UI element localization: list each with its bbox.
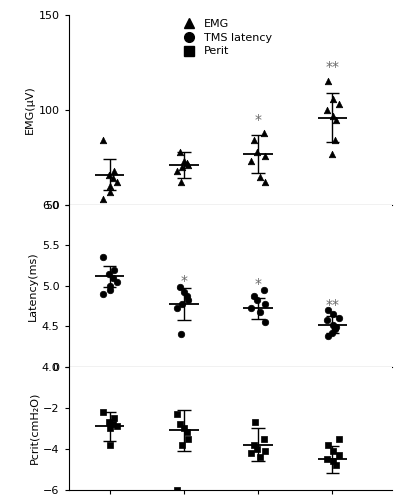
Point (106, 188, 113, 196)
Point (114, 178, 120, 186)
Point (335, 314, 342, 322)
Point (325, 78, 332, 86)
Point (254, 445, 261, 453)
Point (100, 290, 106, 298)
Point (261, 300, 268, 308)
Point (257, 308, 263, 316)
Legend: EMG, TMS latency, Perit: EMG, TMS latency, Perit (178, 18, 272, 57)
Point (329, 328, 335, 336)
Point (254, 148, 261, 156)
Point (252, 418, 258, 426)
Point (335, 100, 342, 108)
Point (185, 434, 191, 442)
Point (257, 453, 263, 461)
Point (174, 486, 181, 494)
Point (107, 282, 114, 290)
Point (330, 310, 337, 318)
Point (330, 457, 336, 465)
Point (181, 424, 187, 432)
Point (107, 424, 114, 432)
Point (174, 167, 181, 175)
Point (100, 196, 106, 203)
Point (250, 136, 257, 144)
Point (109, 274, 116, 281)
Point (325, 306, 332, 314)
Text: **: ** (326, 60, 339, 74)
Y-axis label: Pcrit(cmH₂O): Pcrit(cmH₂O) (29, 392, 39, 464)
Point (254, 296, 261, 304)
Point (333, 462, 339, 469)
Point (324, 106, 330, 114)
Text: *: * (255, 113, 262, 127)
Point (185, 161, 191, 169)
Point (336, 434, 342, 442)
Point (325, 440, 332, 448)
Text: *: * (255, 278, 262, 291)
Point (179, 163, 185, 171)
Text: **: ** (326, 298, 339, 312)
Point (257, 172, 263, 180)
Point (332, 326, 338, 334)
Point (332, 136, 338, 144)
Point (324, 316, 330, 324)
Point (177, 330, 184, 338)
Point (261, 152, 268, 160)
Point (174, 304, 181, 312)
Point (330, 447, 337, 455)
Point (105, 170, 112, 178)
Point (332, 496, 338, 500)
Point (185, 296, 191, 304)
Point (105, 418, 112, 426)
Point (324, 455, 330, 463)
Point (330, 112, 336, 120)
Point (250, 292, 257, 300)
Point (262, 318, 268, 326)
Point (105, 270, 112, 278)
Point (250, 440, 257, 448)
Point (248, 158, 254, 166)
Point (100, 136, 107, 144)
Y-axis label: Latency(ms): Latency(ms) (28, 251, 38, 320)
Point (261, 447, 268, 455)
Point (248, 304, 254, 312)
Point (261, 129, 267, 137)
Point (177, 148, 184, 156)
Point (179, 440, 185, 448)
Point (183, 292, 190, 300)
Point (325, 332, 331, 340)
Point (261, 286, 267, 294)
Point (114, 278, 120, 285)
Point (181, 288, 187, 296)
Point (110, 266, 117, 274)
Point (100, 408, 107, 416)
Point (109, 174, 116, 182)
Point (330, 320, 336, 328)
Point (333, 116, 339, 124)
Point (329, 150, 335, 158)
Point (114, 422, 120, 430)
Point (177, 420, 184, 428)
Point (110, 167, 117, 175)
Point (106, 440, 113, 448)
Point (183, 159, 190, 167)
Point (183, 428, 190, 436)
Point (179, 300, 185, 308)
Point (262, 178, 268, 186)
Point (330, 94, 337, 102)
Point (109, 420, 116, 428)
Point (181, 158, 187, 166)
Point (261, 434, 267, 442)
Point (110, 414, 117, 422)
Point (174, 410, 181, 418)
Point (333, 323, 339, 331)
Point (177, 284, 184, 292)
Point (177, 178, 184, 186)
Point (107, 182, 114, 190)
Point (106, 286, 113, 294)
Point (100, 254, 107, 262)
Point (248, 449, 254, 457)
Point (335, 451, 342, 459)
Text: *: * (180, 274, 187, 288)
Y-axis label: EMG(μV): EMG(μV) (25, 86, 34, 134)
